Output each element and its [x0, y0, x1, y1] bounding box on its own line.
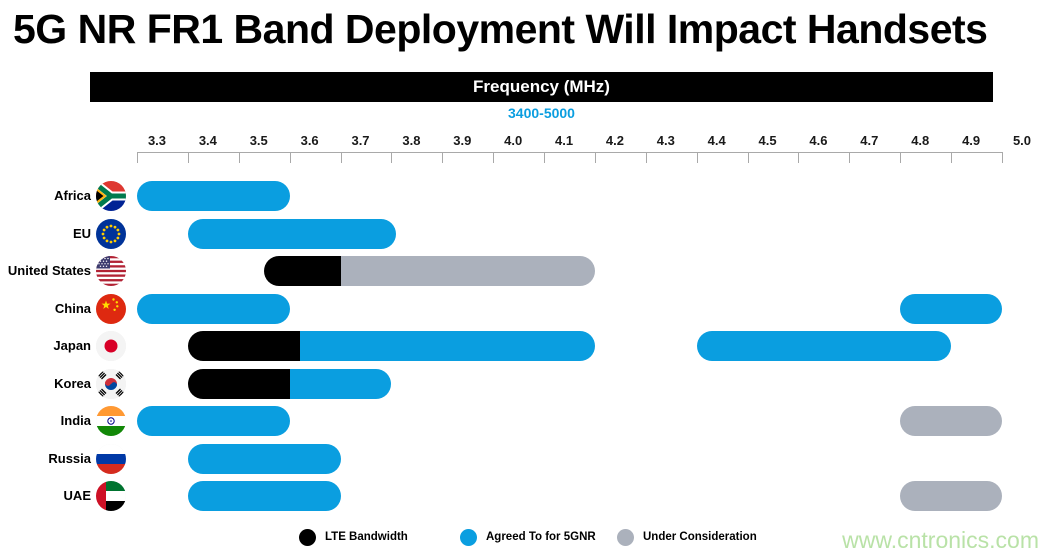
axis-tick-label: 3.8: [402, 133, 421, 148]
freq-bar-segment-consideration: [900, 481, 1002, 511]
axis-tick-label: 4.4: [707, 133, 726, 148]
axis-tick-label: 3.4: [198, 133, 217, 148]
freq-bar-segment-agreed: [137, 181, 290, 211]
axis-tick-label: 3.6: [300, 133, 319, 148]
agreed-legend-dot-icon: [460, 528, 477, 546]
frequency-header-label: Frequency (MHz): [473, 77, 610, 96]
freq-bar-segment-agreed: [187, 443, 341, 474]
row-label-india: India: [60, 413, 91, 428]
axis-tick: [340, 152, 342, 163]
lte-legend-dot-icon: [299, 528, 316, 546]
frequency-range-label: 3400-5000: [508, 105, 575, 121]
freq-bar-segment-agreed: [187, 481, 341, 511]
row-label-china: China: [54, 300, 91, 316]
axis-tick: [493, 152, 495, 163]
axis-tick: [900, 152, 902, 163]
freq-bar-segment-lte: [187, 368, 290, 399]
axis-tick-label: 4.8: [911, 133, 930, 148]
axis-tick: [696, 152, 698, 163]
row-label-eu: EU: [72, 225, 91, 241]
uae-flag-icon: [96, 481, 126, 511]
axis-tick: [849, 152, 851, 163]
korea-flag-icon: [96, 368, 126, 399]
consideration-legend-dot-icon: [617, 528, 634, 546]
axis-line: [137, 152, 1002, 153]
axis-tick: [391, 152, 393, 163]
axis-tick-label: 4.7: [860, 133, 879, 148]
axis-tick: [238, 152, 240, 163]
eu-flag-icon: [96, 218, 126, 249]
row-label-united-states: United States: [7, 263, 91, 278]
axis-tick-label: 5.0: [1012, 133, 1032, 148]
freq-bar-segment-lte: [264, 256, 341, 286]
freq-bar-segment-consideration: [340, 256, 595, 286]
axis-tick: [442, 152, 444, 163]
row-label-russia: Russia: [48, 450, 91, 466]
axis-tick: [747, 152, 749, 163]
row-label-korea: Korea: [54, 375, 91, 391]
freq-bar-segment-consideration: [900, 406, 1002, 436]
legend-label-consideration: Under Consideration: [643, 531, 757, 543]
axis-tick: [289, 152, 291, 163]
axis-tick: [1002, 152, 1003, 163]
axis-tick-label: 3.3: [147, 133, 167, 148]
axis-tick: [798, 152, 800, 163]
usa-flag-icon: [96, 256, 126, 286]
axis-tick-label: 4.6: [809, 133, 828, 148]
frequency-header-bar: Frequency (MHz): [90, 72, 993, 102]
axis-tick-label: 3.5: [249, 133, 268, 148]
legend-item-agreed: Agreed To for 5GNR: [460, 528, 596, 546]
axis-tick: [137, 152, 138, 163]
axis-tick-label: 4.0: [504, 133, 523, 148]
freq-bar-segment-agreed: [187, 218, 397, 249]
freq-bar-segment-lte: [187, 331, 300, 361]
row-label-africa: Africa: [54, 188, 91, 203]
axis-tick: [544, 152, 546, 163]
axis-tick: [951, 152, 953, 163]
freq-bar-segment-agreed: [137, 293, 290, 324]
legend-label-lte: LTE Bandwidth: [325, 531, 408, 543]
freq-bar-segment-agreed: [289, 368, 392, 399]
freq-bar-segment-agreed: [137, 406, 290, 436]
legend-item-consideration: Under Consideration: [617, 528, 757, 546]
axis-tick-label: 3.9: [453, 133, 472, 148]
axis-tick-label: 4.2: [605, 133, 624, 148]
south-africa-flag-icon: [96, 181, 126, 211]
axis-tick-label: 4.9: [962, 133, 981, 148]
axis-tick-label: 4.3: [656, 133, 675, 148]
row-label-japan: Japan: [53, 338, 91, 353]
india-flag-icon: [96, 406, 126, 436]
freq-bar-segment-agreed: [900, 293, 1002, 324]
axis-tick-label: 3.7: [351, 133, 370, 148]
watermark: www.cntronics.com: [842, 527, 1039, 553]
freq-bar-segment-agreed: [696, 331, 952, 361]
russia-flag-icon: [96, 443, 126, 474]
axis-tick-label: 4.1: [555, 133, 574, 148]
axis-tick-label: 4.5: [758, 133, 777, 148]
japan-flag-icon: [96, 331, 126, 361]
freq-bar-segment-agreed: [299, 331, 595, 361]
row-label-uae: UAE: [63, 488, 91, 503]
legend-item-lte: LTE Bandwidth: [299, 528, 408, 546]
axis-tick: [645, 152, 647, 163]
axis-tick: [187, 152, 189, 163]
china-flag-icon: [96, 293, 126, 324]
page-title: 5G NR FR1 Band Deployment Will Impact Ha…: [13, 6, 988, 52]
axis-tick: [594, 152, 596, 163]
legend-label-agreed: Agreed To for 5GNR: [486, 531, 596, 543]
